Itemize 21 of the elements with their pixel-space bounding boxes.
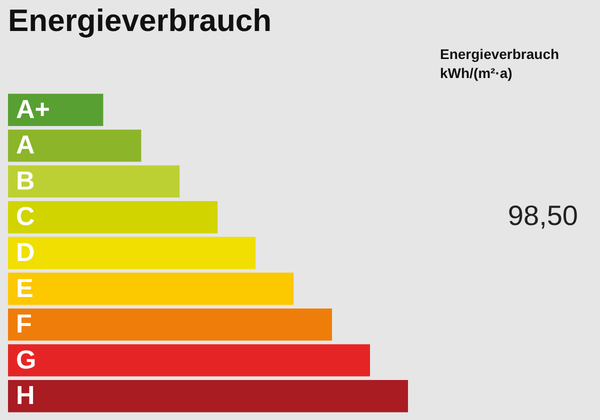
bar: [8, 380, 408, 412]
bar: [8, 308, 332, 341]
bar: [8, 201, 218, 234]
y-tick-label: E: [16, 272, 34, 303]
y-tick-label: A+: [16, 94, 50, 124]
bar: [8, 272, 294, 305]
y-tick-label: H: [16, 380, 35, 410]
y-tick-label: A: [16, 130, 35, 160]
y-tick-label: D: [16, 237, 35, 267]
y-tick-label: G: [16, 344, 36, 374]
y-tick-label: B: [16, 165, 35, 196]
bar: [8, 344, 370, 376]
bar: [8, 165, 180, 198]
chart-title: Energieverbrauch: [8, 3, 272, 38]
text: Energieverbrauch kWh/(m²·a): [440, 46, 560, 81]
text: 98,50: [508, 200, 578, 232]
y-tick-label: C: [16, 201, 35, 232]
bar: [8, 236, 256, 270]
y-tick-label: F: [16, 308, 32, 339]
bar: [8, 130, 142, 162]
bar: [8, 94, 104, 126]
